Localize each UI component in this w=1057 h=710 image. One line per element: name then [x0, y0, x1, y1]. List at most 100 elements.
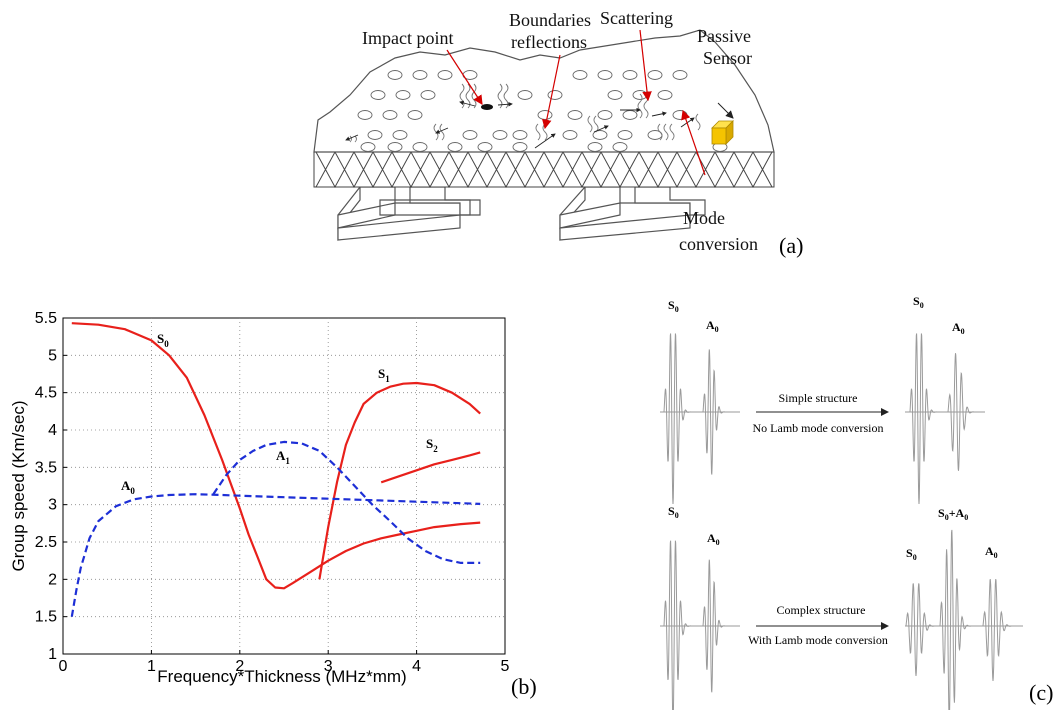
pore	[597, 70, 613, 80]
x-tick-label: 2	[235, 658, 244, 675]
top-right-s0-label: S0	[913, 294, 924, 310]
y-tick-label: 2	[48, 571, 57, 588]
series-line-s1	[318, 381, 481, 580]
pore	[407, 110, 423, 120]
bottom-left-s0-label: S0	[668, 504, 679, 520]
series-line-s0	[71, 322, 481, 590]
plot-area	[62, 317, 506, 655]
scattering-label: Scattering	[600, 8, 673, 28]
top-right-a0-wave	[947, 353, 984, 471]
concrete-slab	[313, 29, 775, 153]
chart-series	[70, 322, 481, 617]
label-pointer-arrows	[446, 29, 706, 176]
top-left-a0-label: A0	[706, 318, 719, 334]
pore	[360, 142, 376, 152]
y-tick-label: 1.5	[35, 609, 57, 626]
pore	[447, 142, 463, 152]
y-tick-label: 2.5	[35, 534, 57, 551]
mode-label-a1: A1	[276, 448, 290, 466]
pore	[412, 70, 428, 80]
panel-b-label: (b)	[511, 674, 537, 699]
pore	[617, 130, 633, 140]
bottom-right-a0-label: A0	[985, 544, 998, 560]
panel-a-label: (a)	[779, 233, 803, 258]
panel-c-label: (c)	[1029, 680, 1053, 705]
x-tick-labels: 0 1 2 3 4 5	[59, 650, 510, 675]
passive-sensor-label-line2: Sensor	[703, 48, 752, 68]
top-left-a0-wave	[702, 349, 733, 475]
panel-c-waveforms: S0 A0 S0 A0 Simple structure No Lamb mod…	[660, 294, 1053, 710]
y-tick-label: 4	[48, 422, 57, 439]
x-axis-label: Frequency*Thickness (MHz*mm)	[157, 667, 406, 686]
y-tick-label: 3.5	[35, 459, 57, 476]
x-tick-label: 0	[59, 658, 68, 675]
pore	[622, 110, 638, 120]
pore	[420, 90, 436, 100]
bottom-right-s0a0-wave	[939, 529, 982, 710]
mode-label-s1: S1	[378, 366, 390, 384]
mode-conversion-label-line1: Mode	[683, 208, 725, 228]
x-tick-label: 1	[147, 658, 156, 675]
pore	[492, 130, 508, 140]
passive-sensor-cube	[711, 120, 734, 145]
pore	[607, 90, 623, 100]
top-right-s0-wave	[909, 333, 946, 505]
truss-plate	[313, 150, 775, 189]
impact-point-marker	[481, 104, 493, 110]
pore	[382, 110, 398, 120]
propagation-arrows	[345, 100, 695, 149]
waveform-signals	[660, 333, 1023, 710]
boundaries-label-line2: reflections	[511, 32, 587, 52]
top-right-a0-label: A0	[952, 320, 965, 336]
y-tick-labels: 1 1.5 2 2.5 3 3.5 4 4.5 5 5.5	[35, 310, 67, 663]
bottom-right-s0a0-label: S0+A0	[938, 506, 968, 522]
pore	[367, 130, 383, 140]
bottom-left-a0-label: A0	[707, 531, 720, 547]
passive-sensor-label-line1: Passive	[697, 26, 751, 46]
pore	[370, 90, 386, 100]
pore	[392, 130, 408, 140]
pore	[597, 110, 613, 120]
panel-a-structure-diagram: Impact point Boundaries reflections Scat…	[313, 8, 803, 258]
bottom-right-s0-wave	[905, 583, 946, 677]
complex-structure-text: Complex structure	[777, 603, 866, 617]
pore	[437, 70, 453, 80]
pore	[547, 90, 563, 100]
x-tick-label: 3	[324, 658, 333, 675]
pore	[517, 90, 533, 100]
mode-label-a0: A0	[121, 478, 135, 496]
pore	[657, 90, 673, 100]
pore	[647, 70, 663, 80]
pore	[672, 70, 688, 80]
pore	[357, 110, 373, 120]
with-lamb-conversion-text: With Lamb mode conversion	[748, 633, 888, 647]
pore	[592, 130, 608, 140]
pore	[395, 90, 411, 100]
pore	[587, 142, 603, 152]
y-tick-label: 1	[48, 646, 57, 663]
simple-structure-text: Simple structure	[779, 391, 858, 405]
y-tick-label: 5.5	[35, 310, 57, 327]
series-line-s2	[380, 451, 481, 484]
pore	[412, 142, 428, 152]
pore	[387, 142, 403, 152]
pore	[512, 130, 528, 140]
pore	[567, 110, 583, 120]
bottom-left-s0-wave	[663, 540, 700, 710]
boundaries-label-line1: Boundaries	[509, 10, 591, 30]
sensor-pointer-arrow	[717, 102, 734, 119]
mode-label-s2: S2	[426, 436, 438, 454]
y-tick-label: 5	[48, 347, 57, 364]
chart-gridlines	[63, 318, 505, 654]
y-tick-label: 4.5	[35, 385, 57, 402]
series-line-a1	[212, 440, 481, 564]
pores	[357, 70, 728, 152]
y-tick-label: 3	[48, 497, 57, 514]
support-beam-right	[559, 185, 706, 241]
pore	[512, 142, 528, 152]
y-axis-label: Group speed (Km/sec)	[9, 400, 28, 571]
top-left-s0-label: S0	[668, 298, 679, 314]
series-line-a0	[70, 493, 481, 617]
